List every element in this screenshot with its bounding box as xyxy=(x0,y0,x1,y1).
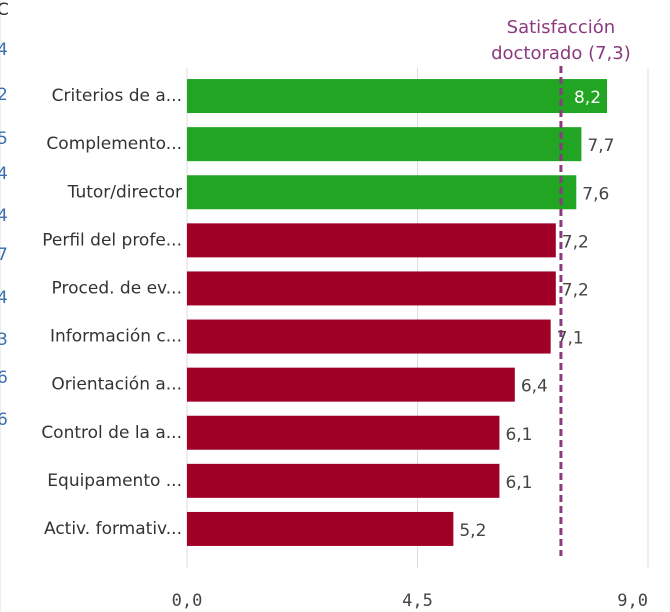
value-label: 6,1 xyxy=(505,425,532,445)
y-tick-label: Tutor/director xyxy=(67,182,182,202)
bar xyxy=(187,79,608,114)
x-tick-label: 0,0 xyxy=(172,591,203,611)
y-tick-label: Control de la a... xyxy=(41,423,182,443)
bar xyxy=(187,511,454,546)
bar xyxy=(187,367,515,402)
y-tick-label: Complemento... xyxy=(46,134,182,154)
reference-label: Satisfacción xyxy=(507,17,615,38)
cropped-text: 4 xyxy=(0,40,8,60)
value-label: 7,1 xyxy=(557,329,584,349)
x-tick-label: 9,0 xyxy=(617,591,648,611)
y-tick-label: Criterios de a... xyxy=(52,86,182,106)
value-label: 5,2 xyxy=(459,521,486,541)
y-tick-label: Activ. formativ... xyxy=(44,519,182,539)
bar xyxy=(187,319,551,354)
value-label: 7,2 xyxy=(562,280,589,300)
cropped-text: 5 xyxy=(0,129,8,149)
value-label: 7,2 xyxy=(562,232,589,252)
bar xyxy=(187,415,500,450)
x-tick-label: 4,5 xyxy=(402,591,433,611)
y-tick-label: Orientación a... xyxy=(51,375,182,395)
bar xyxy=(187,463,500,498)
value-label: 7,6 xyxy=(582,184,609,204)
y-tick-label: Información c... xyxy=(50,327,182,347)
bar xyxy=(187,175,577,210)
cropped-text: 3 xyxy=(0,330,8,350)
cropped-text: C xyxy=(0,0,9,20)
value-label: 8,2 xyxy=(574,88,601,108)
value-label: 6,1 xyxy=(505,473,532,493)
y-tick-label: Perfil del profe... xyxy=(42,230,182,250)
cropped-text: 6 xyxy=(0,410,8,430)
cropped-text: 4 xyxy=(0,164,8,184)
y-tick-label: Equipamento ... xyxy=(47,471,182,491)
cropped-text: 4 xyxy=(0,206,8,226)
value-label: 6,4 xyxy=(521,377,548,397)
bar xyxy=(187,223,556,258)
value-label: 7,7 xyxy=(587,136,614,156)
cropped-text: 4 xyxy=(0,288,8,308)
cropped-text: 2 xyxy=(0,85,8,105)
bar xyxy=(187,271,556,306)
y-tick-label: Proced. de ev... xyxy=(52,278,182,298)
cropped-text: 6 xyxy=(0,368,8,388)
bar xyxy=(187,127,582,162)
reference-label: doctorado (7,3) xyxy=(491,43,631,64)
cropped-text: 7 xyxy=(0,245,8,265)
